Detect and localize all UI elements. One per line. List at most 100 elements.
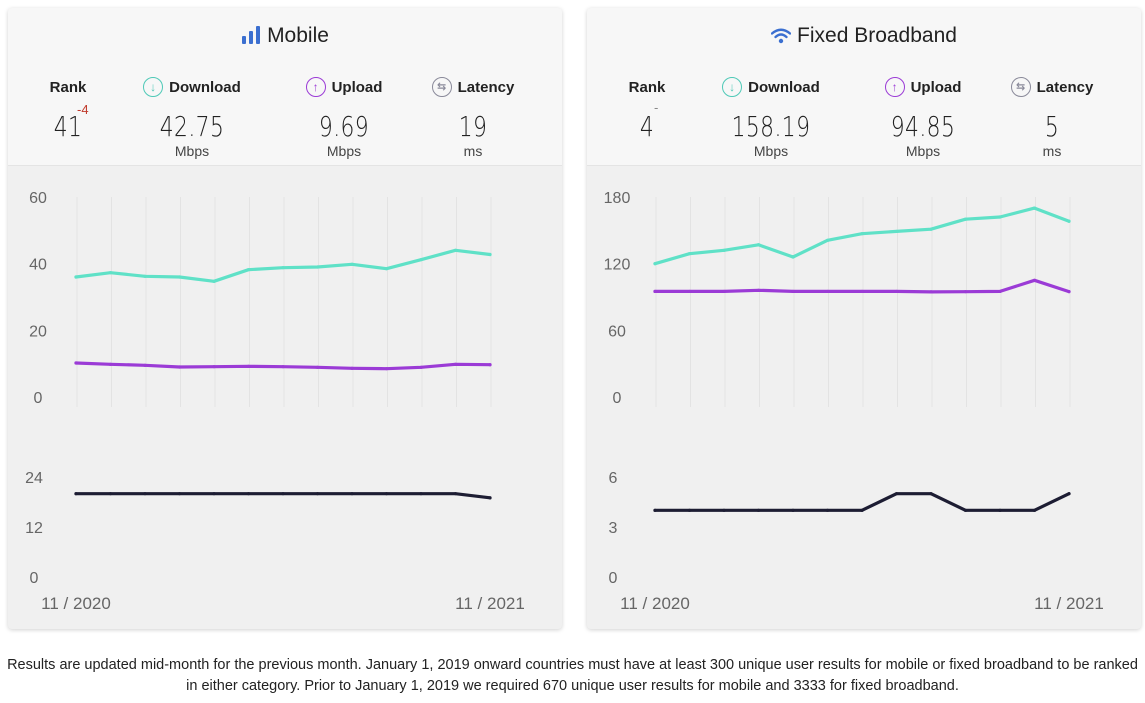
latency-series-line-point: [74, 492, 78, 496]
upload-series-line-point: [212, 365, 216, 369]
latency-unit: ms: [1042, 143, 1062, 159]
y-tick-label: 6: [609, 470, 618, 487]
x-axis-start-label: 11 / 2020: [41, 594, 111, 613]
rank-value: 4: [639, 110, 655, 143]
latency-label: Latency: [457, 78, 515, 96]
upload-series-line-point: [929, 290, 933, 294]
upload-series-line-point: [488, 363, 492, 367]
upload-series-line-point: [419, 365, 423, 369]
latency-series-line-point: [453, 492, 458, 496]
download-series-line-point: [825, 238, 830, 242]
latency-series-line-point: [108, 492, 113, 496]
fixed-title: Fixed Broadband: [587, 24, 1141, 48]
upload-series-line-point: [1032, 278, 1037, 282]
arrow-up-circle-icon: ↑: [884, 77, 905, 97]
arrow-down-circle-icon: ↓: [143, 77, 164, 97]
upload-label: Upload: [910, 78, 962, 96]
upload-series-line-point: [963, 290, 968, 294]
y-tick-label: 24: [25, 470, 43, 487]
rank-label: Rank: [49, 78, 87, 96]
latency-series-line: [653, 492, 1071, 512]
y-tick-label: 180: [604, 190, 631, 207]
upload-series-line-point: [791, 289, 795, 294]
upload-series-line-point: [177, 365, 182, 369]
rank-label: Rank: [628, 78, 666, 96]
latency-value: 5: [1044, 110, 1060, 143]
mobile-download: ↓ Download 42.75 Mbps: [117, 76, 267, 159]
latency-series-line-point: [419, 492, 423, 496]
download-series-line-point: [963, 217, 968, 221]
download-series-line-point: [281, 266, 285, 270]
signal-bars-icon: [242, 26, 261, 44]
latency-series-line-point: [860, 508, 864, 512]
arrow-up-circle-icon: ↑: [305, 77, 326, 97]
upload-value: 9.69: [318, 110, 370, 143]
download-series-line-point: [246, 268, 251, 272]
y-tick-label: 40: [29, 257, 47, 274]
download-series-line-points: [653, 206, 1071, 266]
upload-series-line-points: [653, 278, 1071, 294]
upload-series-line-point: [453, 362, 458, 366]
download-series-line-point: [143, 274, 147, 278]
upload-series-line-point: [998, 289, 1002, 294]
latency-series-line-points: [653, 492, 1071, 512]
arrows-swap-circle-icon: ⇆: [431, 77, 452, 97]
download-value: 158.19: [731, 110, 811, 143]
mobile-header: Mobile Rank 41 -4 ↓ Download 42.75 Mbps …: [8, 8, 562, 166]
upload-series-line-point: [1067, 290, 1071, 294]
download-series-line-point: [384, 267, 389, 271]
download-series-line-point: [791, 255, 795, 259]
y-tick-label: 12: [25, 520, 43, 537]
fixed-upload: ↑ Upload 94.85 Mbps: [848, 76, 998, 159]
fixed-header: Fixed Broadband Rank 4 - ↓ Download 158.…: [587, 8, 1141, 166]
download-series-line-point: [1067, 219, 1071, 223]
latency-unit: ms: [463, 143, 483, 159]
fixed-broadband-panel: Fixed Broadband Rank 4 - ↓ Download 158.…: [587, 8, 1141, 629]
download-series-line-point: [722, 248, 726, 252]
download-series-line-point: [1032, 206, 1037, 210]
upload-series-line-point: [687, 289, 692, 294]
fixed-chart: 0 60 120 180 0 3 6 11 / 2020 11 / 2021: [604, 190, 1104, 613]
upload-series-line-point: [384, 367, 389, 371]
latency-series-line-point: [488, 496, 492, 500]
fixed-download: ↓ Download 158.19 Mbps: [696, 76, 846, 159]
download-series-line-point: [929, 227, 933, 231]
y-tick-label: 0: [34, 390, 43, 407]
arrow-down-circle-icon: ↓: [722, 77, 743, 97]
rank-delta: -4: [77, 102, 89, 117]
latency-series-line-point: [1067, 492, 1071, 496]
download-series-line-point: [315, 265, 320, 269]
download-series-line-point: [419, 258, 423, 262]
y-tick-label: 120: [604, 257, 631, 274]
upload-series-line-point: [653, 289, 657, 294]
upload-series-line-point: [74, 361, 78, 365]
upload-series-line-point: [246, 364, 251, 368]
download-series-line: [74, 248, 492, 283]
x-axis-end-label: 11 / 2021: [1034, 594, 1104, 613]
download-series-line-point: [894, 229, 899, 234]
download-unit: Mbps: [753, 143, 789, 159]
y-tick-label: 20: [29, 323, 47, 340]
latency-series-line-point: [894, 492, 899, 496]
download-value: 42.75: [159, 110, 225, 143]
download-series-line-point: [488, 252, 492, 257]
fixed-title-text: Fixed Broadband: [797, 24, 957, 47]
download-unit: Mbps: [174, 143, 210, 159]
footnote: Results are updated mid-month for the pr…: [7, 657, 1138, 694]
mobile-title: Mobile: [8, 24, 562, 48]
upload-series-line-point: [350, 366, 354, 370]
y-tick-label: 3: [609, 520, 618, 537]
latency-series-line-point: [722, 508, 726, 512]
latency-series-line-point: [998, 508, 1002, 512]
upload-series-line-point: [825, 289, 830, 294]
latency-series-line-points: [74, 492, 492, 500]
upload-series-line-point: [315, 365, 320, 369]
download-series-line-point: [177, 275, 182, 279]
upload-value: 94.85: [890, 110, 956, 143]
download-label: Download: [748, 78, 820, 96]
latency-series-line-point: [756, 508, 761, 512]
wifi-icon: [771, 28, 792, 44]
download-label: Download: [169, 78, 241, 96]
latency-label: Latency: [1036, 78, 1094, 96]
latency-series-line-point: [281, 492, 285, 496]
